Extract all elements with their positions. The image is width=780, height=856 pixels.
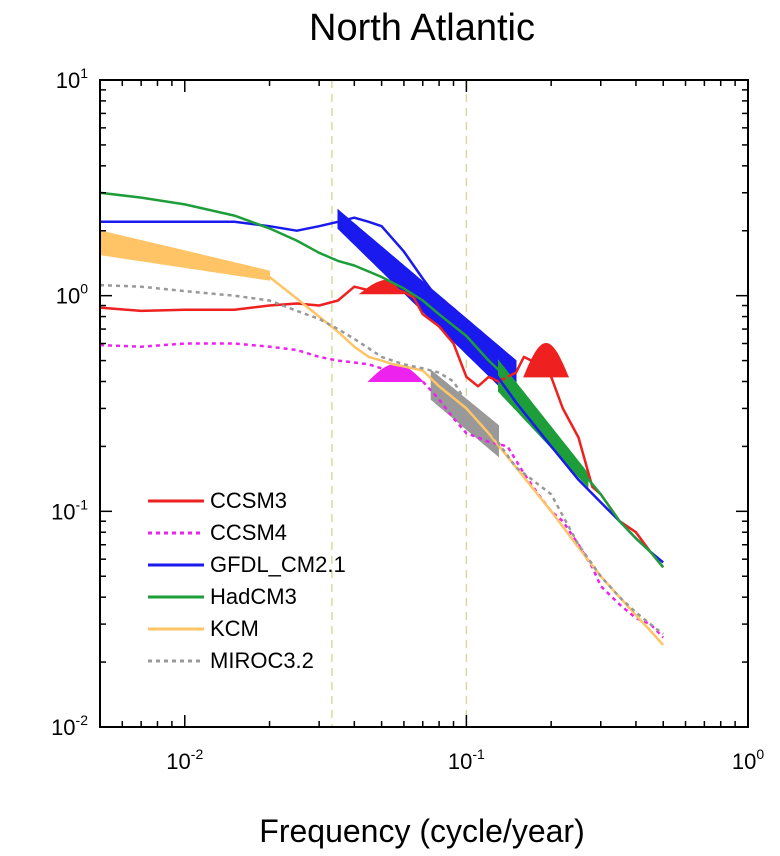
y-tick-label: 101 <box>56 65 88 93</box>
spectral-bands <box>99 208 589 489</box>
legend: CCSM3 CCSM4 GFDL_CM2.1 HadCM3 KCM MIROC3.2 <box>148 488 346 673</box>
y-tick-label: 10-1 <box>51 496 88 524</box>
series-line-miroc3-2 <box>99 283 664 635</box>
y-tick-label: 10-2 <box>51 712 88 740</box>
axis-ticks <box>99 79 749 728</box>
series-lines <box>99 191 665 646</box>
x-axis-label: Frequency (cycle/year) <box>259 813 584 849</box>
y-tick-label: 100 <box>56 281 88 309</box>
series-line-ccsm4 <box>99 342 665 639</box>
legend-label: GFDL_CM2.1 <box>210 552 346 577</box>
legend-label: CCSM3 <box>210 488 287 513</box>
band-hadcm3 <box>498 359 589 489</box>
band-ccsm3 <box>523 342 570 378</box>
series-line-hadcm3 <box>99 191 665 569</box>
legend-label: HadCM3 <box>210 584 297 609</box>
series-line-kcm <box>99 247 665 646</box>
x-tick-label: 10-1 <box>448 746 485 774</box>
x-tick-label: 10-2 <box>166 746 203 774</box>
axis-tick-labels: 10-2 10-1 100 10-2 10-1 100 101 <box>51 65 764 774</box>
x-tick-label: 100 <box>732 746 764 774</box>
chart-title: North Atlantic <box>309 7 535 49</box>
plot-frame <box>99 79 749 728</box>
legend-label: CCSM4 <box>210 520 287 545</box>
legend-label: KCM <box>210 616 259 641</box>
legend-label: MIROC3.2 <box>210 648 314 673</box>
series-line-ccsm3 <box>99 285 665 569</box>
band-miroc3-2 <box>430 369 499 458</box>
